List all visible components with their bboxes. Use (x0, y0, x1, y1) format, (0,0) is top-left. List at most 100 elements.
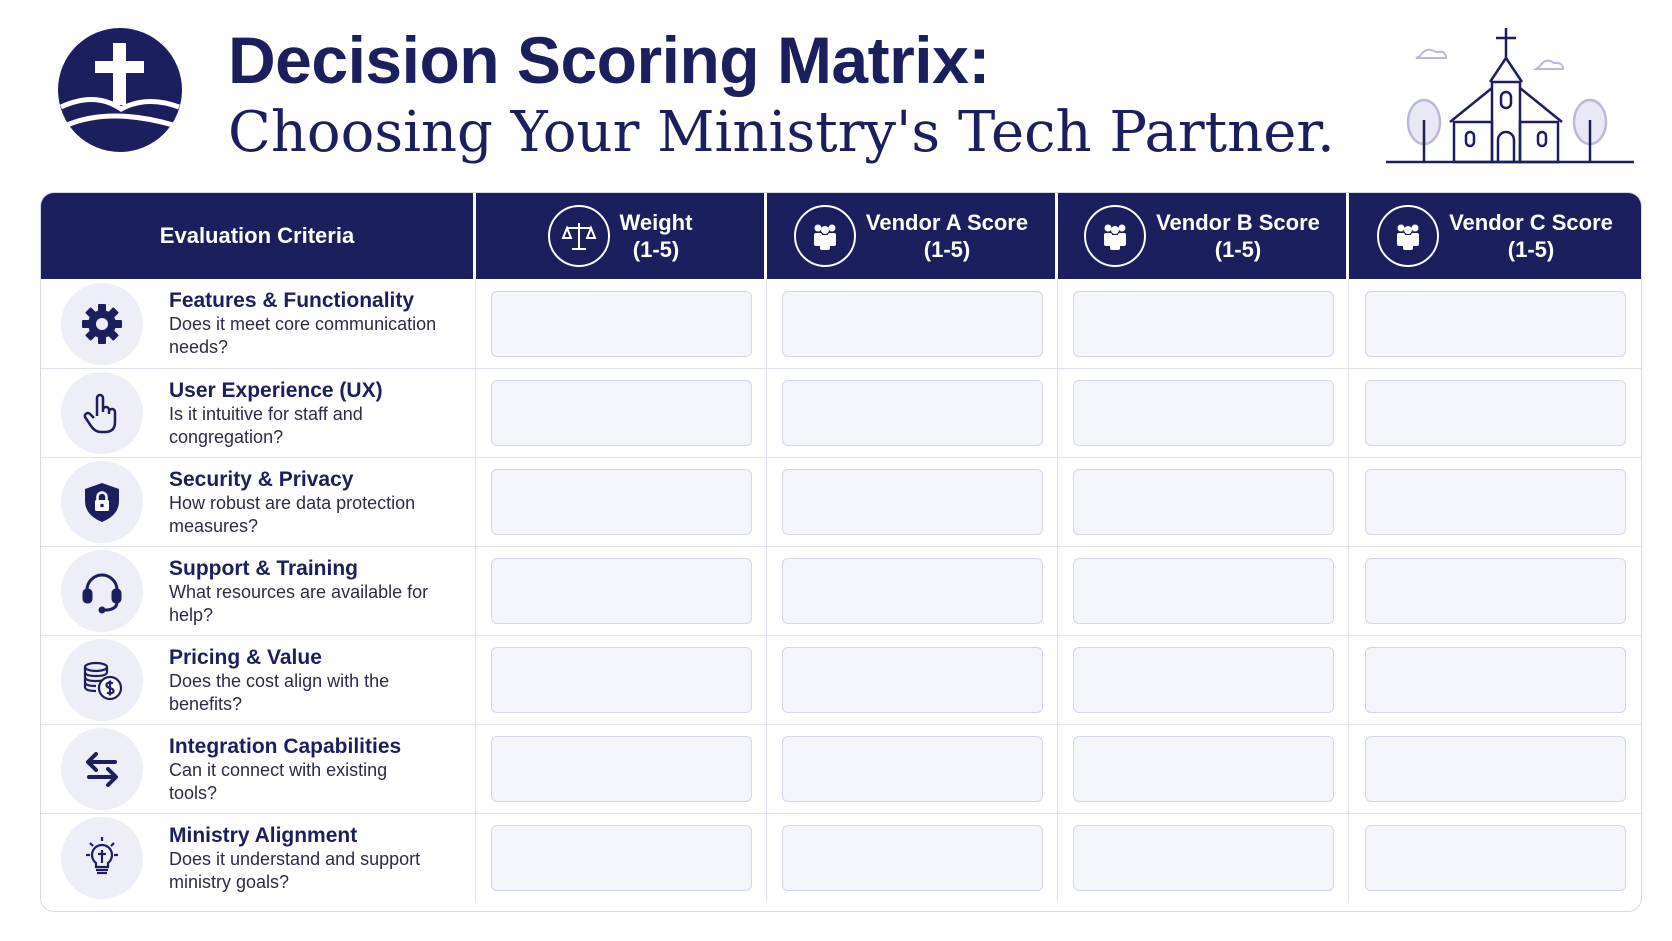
score-cell-vendor-b (1058, 279, 1349, 368)
score-input-vendor-a[interactable] (781, 380, 1043, 446)
score-cell-weight (476, 458, 767, 546)
score-input-vendor-b[interactable] (1072, 825, 1334, 891)
criterion-row: User Experience (UX) Is it intuitive for… (41, 368, 1641, 457)
score-cell-vendor-b (1058, 547, 1349, 635)
scoring-matrix: Evaluation Criteria Weight (1-5) Vendor A (40, 192, 1642, 912)
criterion-row: Integration Capabilities Can it connect … (41, 724, 1641, 813)
score-cell-vendor-c (1349, 814, 1641, 902)
score-input-vendor-a[interactable] (781, 647, 1043, 713)
criterion-cell: Integration Capabilities Can it connect … (41, 725, 476, 813)
criterion-row: Features & Functionality Does it meet co… (41, 279, 1641, 368)
score-cell-vendor-a (767, 369, 1058, 457)
score-input-vendor-c[interactable] (1364, 647, 1626, 713)
criterion-description: Does it understand and support ministry … (169, 848, 421, 892)
score-input-vendor-a[interactable] (781, 290, 1043, 357)
vendor-b-column-header: Vendor B Score (1-5) (1058, 193, 1349, 279)
score-cell-vendor-b (1058, 814, 1349, 902)
page-title: Decision Scoring Matrix: (228, 23, 990, 97)
score-input-vendor-a[interactable] (781, 825, 1043, 891)
criterion-name: Ministry Alignment (169, 823, 358, 847)
criterion-name: User Experience (UX) (169, 378, 383, 402)
header: Decision Scoring Matrix: Choosing Your M… (0, 0, 1672, 190)
vendor-a-column-header: Vendor A Score (1-5) (767, 193, 1058, 279)
score-cell-vendor-b (1058, 636, 1349, 724)
score-input-weight[interactable] (490, 290, 752, 357)
criterion-cell: User Experience (UX) Is it intuitive for… (41, 369, 476, 457)
score-cell-weight (476, 636, 767, 724)
weight-column-header: Weight (1-5) (476, 193, 767, 279)
score-input-weight[interactable] (490, 825, 752, 891)
score-cell-vendor-a (767, 636, 1058, 724)
score-input-weight[interactable] (490, 380, 752, 446)
score-cell-weight (476, 279, 767, 368)
criterion-cell: Pricing & Value Does the cost align with… (41, 636, 476, 724)
score-input-vendor-c[interactable] (1364, 736, 1626, 802)
score-input-vendor-b[interactable] (1072, 647, 1334, 713)
score-cell-vendor-c (1349, 725, 1641, 813)
criterion-name: Security & Privacy (169, 467, 354, 491)
score-input-vendor-a[interactable] (781, 736, 1043, 802)
criterion-row: Ministry Alignment Does it understand an… (41, 813, 1641, 902)
score-input-vendor-b[interactable] (1072, 558, 1334, 624)
score-cell-vendor-c (1349, 279, 1641, 368)
criterion-description: Does the cost align with the benefits? (169, 670, 390, 714)
weight-range: (1-5) (632, 237, 680, 262)
score-input-vendor-b[interactable] (1072, 290, 1334, 357)
score-input-weight[interactable] (490, 647, 752, 713)
people-icon (1377, 205, 1440, 267)
score-cell-weight (476, 369, 767, 457)
score-input-weight[interactable] (490, 469, 752, 535)
scale-icon (547, 205, 610, 267)
vendor-c-range: (1-5) (1507, 237, 1555, 262)
criterion-description: What resources are available for help? (169, 581, 429, 625)
criterion-row: Support & Training What resources are av… (41, 546, 1641, 635)
score-cell-vendor-b (1058, 458, 1349, 546)
score-cell-vendor-a (767, 547, 1058, 635)
score-input-vendor-c[interactable] (1364, 558, 1626, 624)
score-input-vendor-b[interactable] (1072, 736, 1334, 802)
score-input-vendor-c[interactable] (1364, 469, 1626, 535)
score-cell-vendor-b (1058, 369, 1349, 457)
vendor-b-range: (1-5) (1214, 237, 1262, 262)
criterion-description: Does it meet core communication needs? (169, 314, 437, 357)
score-cell-vendor-a (767, 814, 1058, 902)
score-cell-vendor-b (1058, 725, 1349, 813)
score-input-vendor-a[interactable] (781, 558, 1043, 624)
criterion-description: Is it intuitive for staff and congregati… (169, 403, 363, 447)
score-cell-vendor-a (767, 279, 1058, 368)
score-input-vendor-a[interactable] (781, 469, 1043, 535)
vendor-c-label: Vendor C Score (1449, 210, 1613, 235)
swap-arrows-icon (61, 728, 143, 810)
score-input-vendor-c[interactable] (1364, 825, 1626, 891)
score-cell-weight (476, 814, 767, 902)
vendor-a-range: (1-5) (923, 237, 971, 262)
criterion-name: Pricing & Value (169, 645, 322, 669)
weight-label: Weight (619, 210, 693, 235)
score-input-vendor-c[interactable] (1364, 290, 1626, 357)
lightbulb-cross-icon (61, 817, 143, 899)
people-icon (1084, 205, 1147, 267)
vendor-c-column-header: Vendor C Score (1-5) (1349, 193, 1641, 279)
score-cell-vendor-a (767, 725, 1058, 813)
criterion-name: Integration Capabilities (169, 734, 402, 758)
criterion-row: Pricing & Value Does the cost align with… (41, 635, 1641, 724)
score-input-vendor-b[interactable] (1072, 380, 1334, 446)
score-cell-vendor-c (1349, 547, 1641, 635)
pointer-hand-icon (61, 372, 143, 454)
score-cell-vendor-c (1349, 369, 1641, 457)
score-cell-vendor-c (1349, 636, 1641, 724)
score-input-weight[interactable] (490, 736, 752, 802)
vendor-b-label: Vendor B Score (1156, 210, 1320, 235)
gear-icon (61, 282, 143, 365)
score-input-vendor-c[interactable] (1364, 380, 1626, 446)
score-input-weight[interactable] (490, 558, 752, 624)
page-subtitle: Choosing Your Ministry's Tech Partner. (228, 100, 1335, 165)
matrix-body: Features & Functionality Does it meet co… (41, 279, 1641, 902)
criterion-cell: Security & Privacy How robust are data p… (41, 458, 476, 546)
coins-dollar-icon (61, 639, 143, 721)
score-cell-weight (476, 547, 767, 635)
criterion-description: Can it connect with existing tools? (169, 759, 388, 803)
shield-lock-icon (61, 461, 143, 543)
vendor-a-label: Vendor A Score (865, 210, 1029, 235)
score-input-vendor-b[interactable] (1072, 469, 1334, 535)
